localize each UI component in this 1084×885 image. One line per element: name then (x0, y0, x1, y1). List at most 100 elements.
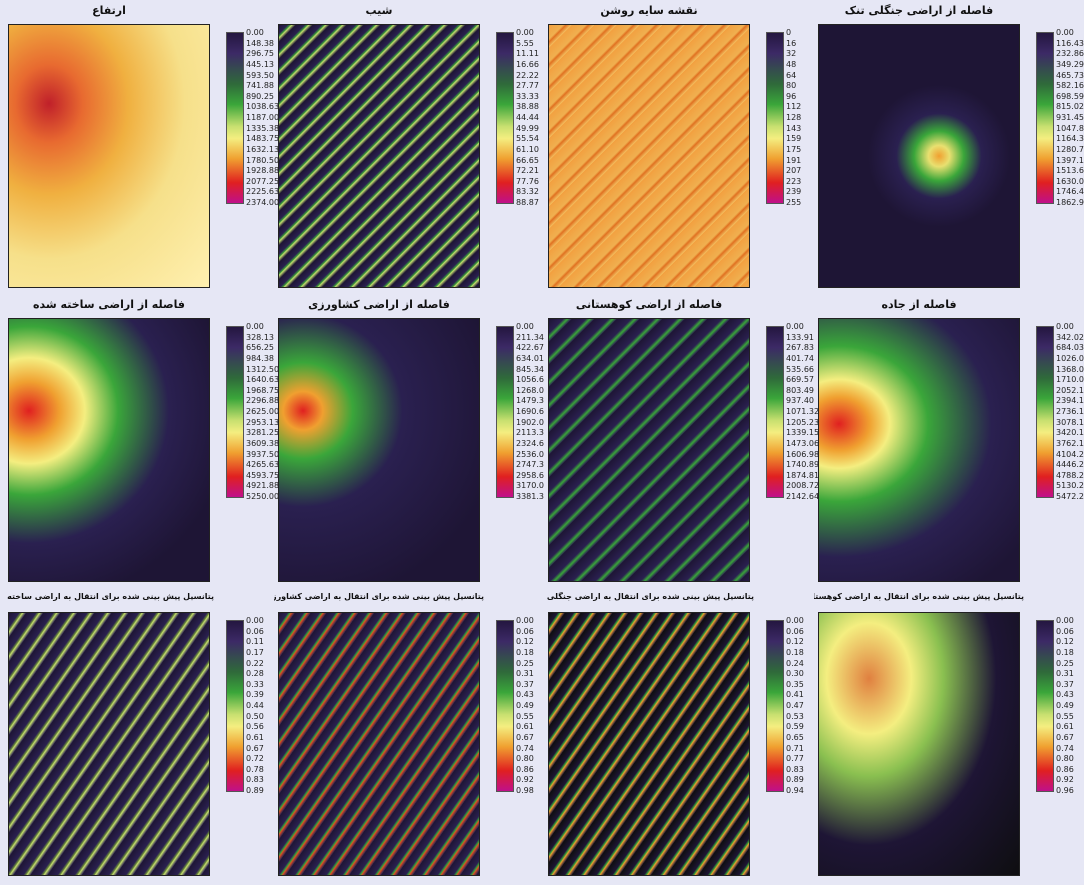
colorbar-tick-label: 83.32 (516, 187, 539, 197)
colorbar-tick-label: 3762.18 (1056, 438, 1084, 448)
colorbar-tick-label: 1368.07 (1056, 364, 1084, 374)
colorbar-tick-label: 0.56 (246, 722, 264, 732)
colorbar-tick-label: 16 (786, 38, 797, 48)
colorbar-tick-label: 0.30 (786, 669, 804, 679)
colorbar-tick-label: 0.83 (246, 775, 264, 785)
colorbar-tick-label: 0.00 (1056, 28, 1074, 37)
colorbar-tick-label: 1630.04 (1056, 176, 1084, 186)
raster-map (548, 24, 750, 288)
panel-title: فاصله از اراضی کشاورزی (308, 298, 450, 311)
colorbar-tick-label: 267.83 (786, 343, 814, 353)
colorbar-tick-label: 239 (786, 187, 802, 197)
colorbar-tick-label: 0.06 (1056, 626, 1074, 636)
color-bar (226, 620, 244, 792)
colorbar-tick-label: 159 (786, 134, 802, 144)
colorbar-tick-label: 0.65 (786, 732, 804, 742)
colorbar-tick-label: 342.02 (1056, 332, 1084, 342)
colorbar-tick-label: 0.67 (246, 743, 264, 753)
colorbar-tick-label: 1164.31 (1056, 134, 1084, 144)
colorbar-tick-label: 593.50 (246, 70, 274, 80)
colorbar-tick-label: 112 (786, 102, 802, 112)
colorbar-tick-label: 0.59 (786, 722, 804, 732)
colorbar-tick-label: 143 (786, 123, 802, 133)
raster-map (8, 318, 210, 582)
colorbar-tick-label: 890.25 (246, 91, 274, 101)
colorbar-tick-label: 422.67 (516, 343, 544, 353)
colorbar-tick-label: 1780.50 (246, 155, 280, 165)
colorbar-tick-label: 1473.06 (786, 438, 820, 448)
colorbar-tick-label: 16.66 (516, 59, 539, 69)
map-panel: فاصله از اراضی کشاورزی 0.00 211.34 422.67 63… (274, 296, 544, 588)
colorbar-tick-label: 0.31 (516, 669, 534, 679)
color-bar (1036, 620, 1054, 792)
colorbar-tick-label: 2296.88 (246, 396, 280, 406)
map-panel: پتانسیل پیش بینی شده برای انتقال به اراض… (274, 590, 542, 882)
colorbar-tick-label: 4446.22 (1056, 460, 1084, 470)
colorbar-tick-label: 684.03 (1056, 343, 1084, 353)
colorbar-tick-label: 1902.0 (516, 417, 544, 427)
colorbar-tick-label: 445.13 (246, 59, 274, 69)
color-bar (226, 32, 244, 204)
colorbar-tick-label: 0.89 (246, 786, 264, 795)
colorbar-tick-label: 2747.3 (516, 460, 544, 470)
colorbar-tick-label: 1513.61 (1056, 166, 1084, 176)
panel-title: نقشه سایه روشن (600, 4, 698, 17)
raster-map (818, 318, 1020, 582)
colorbar-tick-label: 96 (786, 91, 797, 101)
colorbar-tick-label: 0.00 (516, 616, 534, 625)
colorbar-tick-label: 0.00 (246, 616, 264, 625)
colorbar-tick-label: 2625.00 (246, 407, 280, 416)
colorbar-tick-label: 0.86 (516, 764, 534, 774)
colorbar-tick-label: 0.89 (786, 775, 804, 785)
colorbar-tick-label: 0.12 (516, 637, 534, 647)
colorbar-tick-label: 984.38 (246, 353, 274, 363)
colorbar-tick-label: 0.86 (1056, 764, 1074, 774)
colorbar-tick-label: 1047.88 (1056, 123, 1084, 133)
colorbar-tick-label: 2958.6 (516, 470, 544, 480)
colorbar-tick-label: 66.65 (516, 155, 539, 165)
colorbar-tick-label: 1746.47 (1056, 187, 1084, 197)
colorbar-tick-label: 0.33 (246, 679, 264, 689)
colorbar-tick-label: 0.17 (246, 647, 264, 657)
colorbar-tick-label: 0.22 (246, 658, 264, 668)
colorbar-tick-label: 0.00 (516, 322, 534, 331)
colorbar-tick-label: 349.29 (1056, 59, 1084, 69)
colorbar-tick-label: 223 (786, 176, 802, 186)
colorbar-tick-label: 0.78 (246, 764, 264, 774)
colorbar-tick-label: 0.98 (516, 786, 534, 795)
colorbar-tick-label: 3078.15 (1056, 417, 1084, 427)
colorbar-tick-label: 2374.00 (246, 198, 280, 207)
colorbar-tick-label: 1874.81 (786, 470, 820, 480)
colorbar-tick-label: 3937.50 (246, 449, 280, 459)
colorbar-tick-label: 64 (786, 70, 797, 80)
colorbar-tick-label: 61.10 (516, 144, 539, 154)
colorbar-tick-label: 0.80 (1056, 754, 1074, 764)
colorbar-tick-label: 128 (786, 113, 802, 122)
colorbar-tick-label: 0.28 (246, 669, 264, 679)
colorbar-tick-label: 2113.3 (516, 428, 544, 438)
colorbar-tick-label: 0.43 (1056, 690, 1074, 700)
colorbar-tick-label: 0.50 (246, 711, 264, 721)
colorbar-tick-label: 656.25 (246, 343, 274, 353)
colorbar-tick-label: 0.37 (516, 679, 534, 689)
colorbar-tick-label: 0.25 (1056, 658, 1074, 668)
colorbar-tick-label: 148.38 (246, 38, 274, 48)
colorbar-tick-label: 0.55 (516, 711, 534, 721)
colorbar-tick-label: 211.34 (516, 332, 544, 342)
colorbar-tick-label: 535.66 (786, 364, 814, 374)
colorbar-tick-label: 803.49 (786, 385, 814, 395)
colorbar-tick-label: 0.61 (516, 722, 534, 732)
colorbar-tick-label: 0.41 (786, 690, 804, 700)
colorbar-tick-label: 0.11 (246, 637, 264, 647)
colorbar-tick-label: 0.77 (786, 754, 804, 764)
colorbar-tick-label: 931.45 (1056, 113, 1084, 122)
map-panel: پتانسیل پیش بینی شده برای انتقال به اراض… (544, 590, 812, 882)
colorbar-tick-label: 255 (786, 198, 802, 207)
raster-map (818, 24, 1020, 288)
colorbar-tick-label: 465.73 (1056, 70, 1084, 80)
colorbar-tick-label: 0.43 (516, 690, 534, 700)
panel-title: پتانسیل پیش بینی شده برای انتقال به اراض… (814, 592, 1024, 601)
colorbar-tick-label: 1339.15 (786, 428, 820, 438)
colorbar-tick-label: 1928.88 (246, 166, 280, 176)
panel-title: پتانسیل پیش بینی شده برای انتقال به اراض… (274, 592, 484, 601)
